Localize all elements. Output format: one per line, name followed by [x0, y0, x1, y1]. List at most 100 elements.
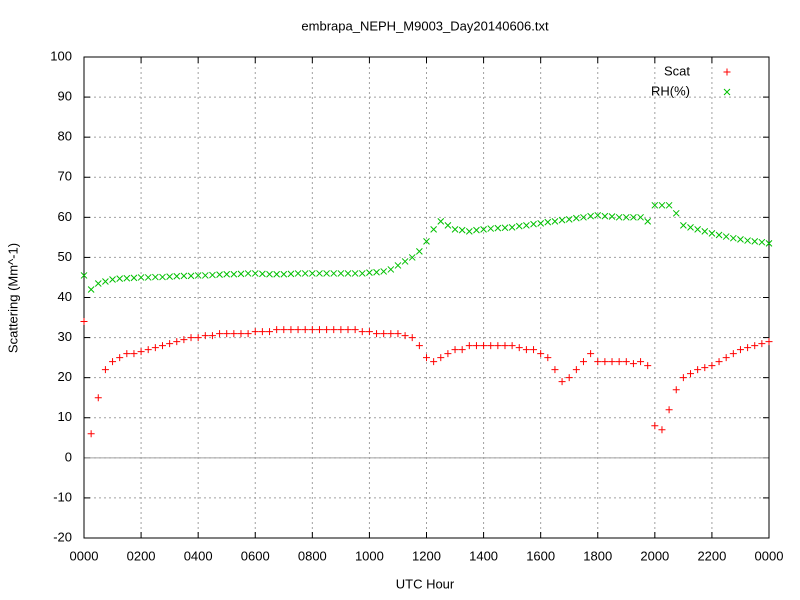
y-tick-label: 0	[65, 449, 72, 464]
point	[344, 326, 352, 334]
point	[615, 358, 623, 366]
point	[237, 330, 245, 338]
point	[637, 358, 645, 366]
legend-marker	[723, 88, 731, 96]
point	[273, 326, 281, 334]
y-tick-label: 50	[58, 249, 72, 264]
point	[80, 318, 88, 326]
point	[337, 326, 345, 334]
point	[158, 342, 166, 350]
point	[694, 366, 702, 374]
point	[337, 270, 345, 277]
point	[465, 342, 473, 350]
point	[109, 276, 116, 283]
point	[587, 350, 595, 358]
point	[651, 422, 659, 430]
point	[308, 270, 316, 277]
point	[465, 228, 473, 235]
point	[187, 272, 195, 280]
point	[480, 342, 488, 350]
x-tick-label: 2000	[640, 548, 669, 563]
point	[522, 346, 530, 354]
point	[116, 275, 124, 283]
y-tick-label: 60	[58, 209, 72, 224]
point	[94, 280, 102, 287]
point	[501, 224, 509, 232]
point	[201, 272, 209, 279]
point	[251, 328, 259, 336]
point	[423, 238, 430, 245]
point	[166, 340, 174, 348]
point	[672, 386, 680, 394]
point	[280, 326, 288, 334]
y-tick-label: 70	[58, 169, 72, 184]
y-tick-label: 30	[58, 329, 72, 344]
point	[237, 270, 245, 278]
y-tick-label: 90	[58, 89, 72, 104]
point	[544, 218, 552, 226]
point	[123, 274, 131, 282]
point	[187, 334, 195, 342]
x-tick-label: 0400	[184, 548, 213, 563]
point	[308, 326, 316, 334]
point	[380, 330, 388, 338]
point	[87, 430, 95, 438]
point	[266, 270, 273, 278]
point	[408, 254, 416, 261]
point	[544, 354, 552, 362]
point	[180, 336, 188, 344]
point	[487, 225, 495, 232]
x-tick-label: 1200	[412, 548, 441, 563]
point	[216, 271, 223, 279]
legend-label: Scat	[664, 63, 690, 78]
point	[330, 326, 338, 334]
point	[494, 342, 502, 350]
point	[629, 360, 637, 368]
point	[473, 226, 480, 234]
point	[679, 374, 687, 382]
point	[751, 238, 759, 245]
point	[587, 212, 594, 220]
point	[294, 270, 302, 277]
y-tick-label: 40	[58, 289, 72, 304]
point	[208, 332, 216, 340]
point	[387, 266, 395, 273]
point	[558, 378, 566, 386]
point	[201, 332, 209, 340]
point	[758, 238, 766, 246]
point	[558, 216, 566, 224]
point	[530, 346, 538, 354]
point	[152, 273, 159, 281]
point	[594, 358, 602, 366]
x-tick-label: 1000	[355, 548, 384, 563]
point	[472, 342, 480, 350]
x-tick-label: 0800	[298, 548, 327, 563]
point	[315, 326, 323, 334]
point	[751, 342, 759, 350]
point	[344, 270, 352, 277]
y-tick-label: 100	[50, 48, 72, 63]
y-tick-label: 20	[58, 369, 72, 384]
point	[715, 358, 723, 366]
point	[537, 350, 545, 358]
point	[729, 234, 737, 242]
point	[708, 230, 716, 237]
point	[615, 213, 623, 221]
point	[423, 354, 430, 362]
x-tick-label: 0000	[755, 548, 784, 563]
point	[572, 214, 580, 222]
point	[351, 326, 359, 334]
point	[287, 326, 295, 334]
point	[80, 272, 88, 279]
point	[594, 211, 602, 219]
point	[380, 268, 388, 275]
point	[437, 217, 445, 225]
point	[244, 270, 252, 277]
point	[109, 358, 117, 366]
point	[572, 366, 580, 374]
point	[166, 273, 173, 281]
point	[244, 330, 252, 338]
point	[658, 426, 666, 434]
point	[116, 354, 124, 362]
